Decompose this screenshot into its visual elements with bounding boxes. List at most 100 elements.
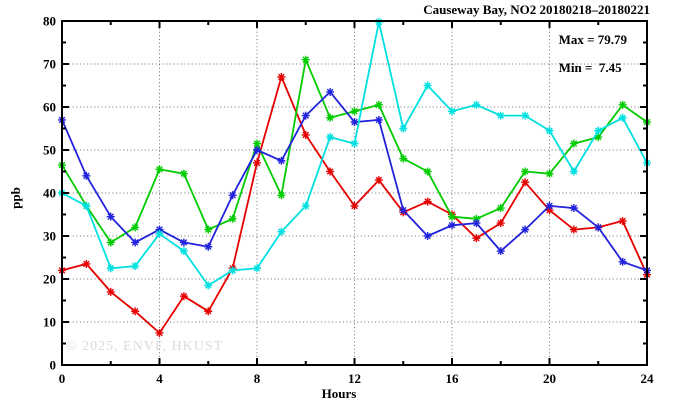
series-cyan-marker	[301, 201, 310, 210]
series-cyan-marker	[155, 229, 164, 238]
y-tick-label: 30	[43, 229, 56, 244]
series-green-marker	[106, 238, 115, 247]
series-red-marker	[350, 201, 359, 210]
series-red-marker	[521, 178, 530, 187]
series-cyan-marker	[618, 113, 627, 122]
series-blue-marker	[131, 238, 140, 247]
series-green-marker	[204, 225, 213, 234]
series-cyan-marker	[82, 201, 91, 210]
series-cyan-marker	[569, 167, 578, 176]
x-tick-label: 16	[446, 371, 460, 386]
series-red-marker	[179, 292, 188, 301]
series-green-marker	[594, 133, 603, 142]
x-tick-label: 24	[641, 371, 655, 386]
series-cyan-marker	[106, 264, 115, 273]
series-green-marker	[423, 167, 432, 176]
y-tick-label: 0	[50, 358, 57, 373]
series-blue-marker	[301, 111, 310, 120]
series-blue-marker	[399, 206, 408, 215]
series-cyan-marker	[350, 139, 359, 148]
series-cyan-marker	[399, 124, 408, 133]
series-cyan-marker	[204, 281, 213, 290]
series-red-marker	[253, 158, 261, 167]
series-blue-marker	[277, 156, 286, 165]
series-green-marker	[618, 100, 627, 109]
chart-title: Causeway Bay, NO2 20180218–20180221	[423, 2, 650, 17]
series-blue-marker	[350, 118, 359, 127]
watermark: © 2025, ENVF, HKUST	[66, 339, 224, 354]
series-green-marker	[521, 167, 530, 176]
series-green-marker	[374, 100, 383, 109]
series-red-marker	[496, 219, 505, 228]
x-tick-label: 0	[59, 371, 66, 386]
series-red-marker	[618, 216, 627, 225]
series-cyan-marker	[179, 247, 188, 256]
series-blue-marker	[179, 238, 188, 247]
min-value-label: Min = 7.45	[558, 60, 622, 75]
series-red-marker	[106, 287, 115, 296]
x-tick-label: 12	[348, 371, 361, 386]
y-tick-label: 50	[43, 143, 56, 158]
series-green-marker	[472, 214, 481, 223]
series-green-marker	[228, 214, 237, 223]
series-red-marker	[301, 130, 310, 139]
series-red-marker	[326, 167, 335, 176]
series-cyan-marker	[496, 111, 505, 120]
series-cyan-marker	[131, 262, 140, 271]
x-axis-label: Hours	[321, 386, 357, 401]
series-blue-marker	[253, 146, 261, 154]
series-blue-marker	[618, 257, 627, 266]
series-red-marker	[82, 259, 91, 268]
series-green-marker	[569, 139, 578, 148]
series-red-marker	[569, 225, 578, 234]
series-green-marker	[179, 169, 188, 178]
series-blue-marker	[448, 221, 456, 230]
series-cyan-marker	[253, 264, 261, 273]
series-green-marker	[399, 154, 408, 163]
series-cyan-marker	[277, 227, 286, 236]
series-cyan-marker	[545, 126, 554, 135]
y-axis-label: ppb	[8, 187, 23, 209]
series-blue-marker	[374, 115, 383, 124]
series-red-marker	[374, 176, 383, 185]
series-blue-marker	[228, 191, 237, 200]
series-green-marker	[496, 204, 505, 213]
series-blue-marker	[155, 225, 164, 234]
series-green-marker	[253, 139, 261, 148]
series-cyan-marker	[594, 126, 603, 135]
series-red-marker	[277, 72, 286, 81]
x-tick-label: 8	[254, 371, 261, 386]
y-tick-label: 70	[43, 57, 56, 72]
series-cyan-marker	[472, 100, 481, 109]
series-red-marker	[131, 307, 140, 316]
series-cyan-marker	[228, 266, 237, 275]
series-green-marker	[277, 191, 286, 200]
series-green-marker	[131, 223, 140, 232]
x-tick-label: 20	[543, 371, 556, 386]
series-green-marker	[448, 212, 456, 221]
series-blue-marker	[204, 242, 213, 251]
series-blue-marker	[594, 223, 603, 232]
series-blue-marker	[326, 87, 335, 96]
series-cyan-marker	[423, 81, 432, 90]
series-blue-marker	[106, 212, 115, 221]
series-red-marker	[545, 206, 554, 215]
series-blue-marker	[521, 225, 530, 234]
series-blue-marker	[82, 171, 91, 180]
y-tick-label: 20	[43, 272, 56, 287]
y-tick-label: 80	[43, 14, 56, 29]
series-blue-marker	[423, 232, 432, 240]
series-green-marker	[350, 107, 359, 116]
series-blue-marker	[496, 247, 505, 256]
max-min-annotation: Max = 79.79 Min = 7.45	[559, 33, 627, 75]
x-tick-label: 4	[156, 371, 163, 386]
series-blue-marker	[545, 201, 554, 210]
series-cyan-marker	[448, 107, 456, 116]
max-value-label: Max = 79.79	[558, 32, 627, 47]
series-red-marker	[472, 234, 481, 243]
series-blue-marker	[569, 204, 578, 213]
series-cyan-marker	[521, 111, 530, 120]
series-green-marker	[326, 113, 335, 122]
